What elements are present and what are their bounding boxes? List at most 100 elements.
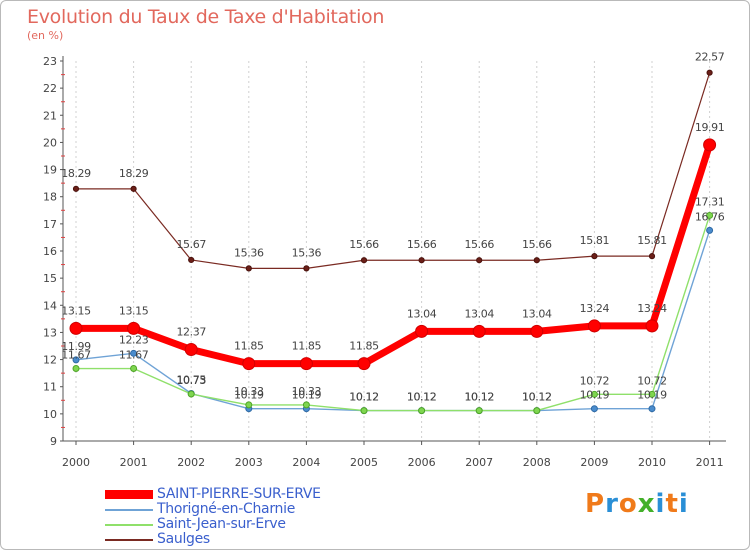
data-label: 13.24 [637,302,667,315]
x-tick-label: 2001 [120,456,148,469]
data-point [187,390,195,398]
data-point [706,226,714,234]
logo-letter: o [618,489,638,519]
data-label: 15.36 [292,246,322,259]
data-label: 11.67 [119,349,149,362]
data-point [533,257,540,264]
legend-swatch [105,490,153,499]
data-label: 10.19 [580,389,610,402]
legend-label: SAINT-PIERRE-SUR-ERVE [157,486,321,502]
data-label: 13.04 [522,307,552,320]
data-point [476,257,483,264]
data-label: 11.85 [292,340,322,353]
y-tick-label: 18 [43,191,57,204]
y-tick-label: 19 [43,164,57,177]
data-point [303,265,310,272]
series-line-2 [75,214,711,412]
data-point [72,185,80,192]
y-tick-label: 13 [43,326,57,339]
data-point [590,390,598,398]
data-label: 10.75 [176,374,206,387]
data-point [242,357,256,371]
data-point [72,356,80,364]
series-line-0 [72,141,714,368]
x-tick-label: 2009 [580,456,608,469]
data-point [648,405,656,413]
data-point [184,343,198,357]
y-tick-label: 22 [43,82,57,95]
data-point [299,357,313,371]
data-point [72,365,80,373]
x-tick-label: 2002 [177,456,205,469]
data-label: 19.91 [695,121,725,134]
chart-title: Evolution du Taux de Taxe d'Habitation [27,6,385,28]
data-point [533,407,541,415]
data-label: 15.66 [407,238,437,251]
data-point [591,253,598,260]
y-tick-label: 9 [50,435,57,448]
y-tick-label: 10 [43,408,57,421]
series-lines [69,69,717,415]
data-label: 10.12 [407,391,437,404]
data-point [648,390,656,398]
logo-letter: i [678,489,689,519]
data-label: 13.24 [580,302,610,315]
data-label: 15.81 [637,234,667,247]
legend-label: Thorigné-en-Charnie [157,501,296,517]
data-point [475,407,483,415]
legend-swatch [105,539,153,541]
data-label: 10.73 [176,374,206,387]
data-label: 11.99 [61,340,91,353]
data-point [472,324,486,338]
grid [75,61,711,441]
data-label: 10.72 [580,374,610,387]
logo-letter: t [665,489,679,519]
data-label: 15.36 [234,246,264,259]
data-label: 15.67 [176,238,206,251]
data-point [127,321,141,335]
axes: 9 10 11 12 13 14 15 16 17 18 19 20 21 22 23 2000 2001 200… [43,55,726,469]
data-label: 22.57 [695,51,725,64]
data-point [69,321,83,335]
data-point [245,265,252,272]
data-label: 10.12 [464,391,494,404]
data-label: 13.15 [61,304,91,317]
y-tick-label: 21 [43,109,57,122]
data-label: 11.67 [61,349,91,362]
x-tick-label: 2000 [62,456,90,469]
data-label: 13.15 [119,304,149,317]
data-label: 17.31 [695,195,725,208]
y-tick-label: 23 [43,55,57,68]
data-label: 12.23 [119,333,149,346]
logo-letter: x [637,489,656,519]
data-point [648,253,656,260]
data-label: 15.66 [349,238,379,251]
data-label: 10.19 [637,389,667,402]
data-point [302,401,310,409]
y-tick-label: 17 [43,218,57,231]
data-point [130,365,138,373]
chart-unit-label: (en %) [27,29,64,42]
data-point [530,324,544,338]
data-label: 12.37 [176,326,206,339]
legend-swatch [105,509,153,511]
x-tick-label: 2003 [235,456,263,469]
data-point [130,349,138,357]
data-label: 15.66 [522,238,552,251]
logo-letter: r [605,489,619,519]
data-point [360,257,368,264]
data-labels: 18.29 18.29 15.67 15.36 15.36 15.66 15.66 15.66… [61,51,725,404]
data-point [706,69,713,76]
data-label: 10.33 [234,385,264,398]
proxiti-logo: Proxiti [585,489,689,519]
data-label: 11.85 [349,340,379,353]
data-label: 10.19 [292,389,322,402]
x-tick-label: 2004 [292,456,320,469]
data-label: 10.12 [522,391,552,404]
data-label: 10.12 [407,391,437,404]
data-point [245,401,253,409]
data-point [587,319,601,333]
data-label: 10.12 [349,391,379,404]
data-label: 11.85 [234,340,264,353]
